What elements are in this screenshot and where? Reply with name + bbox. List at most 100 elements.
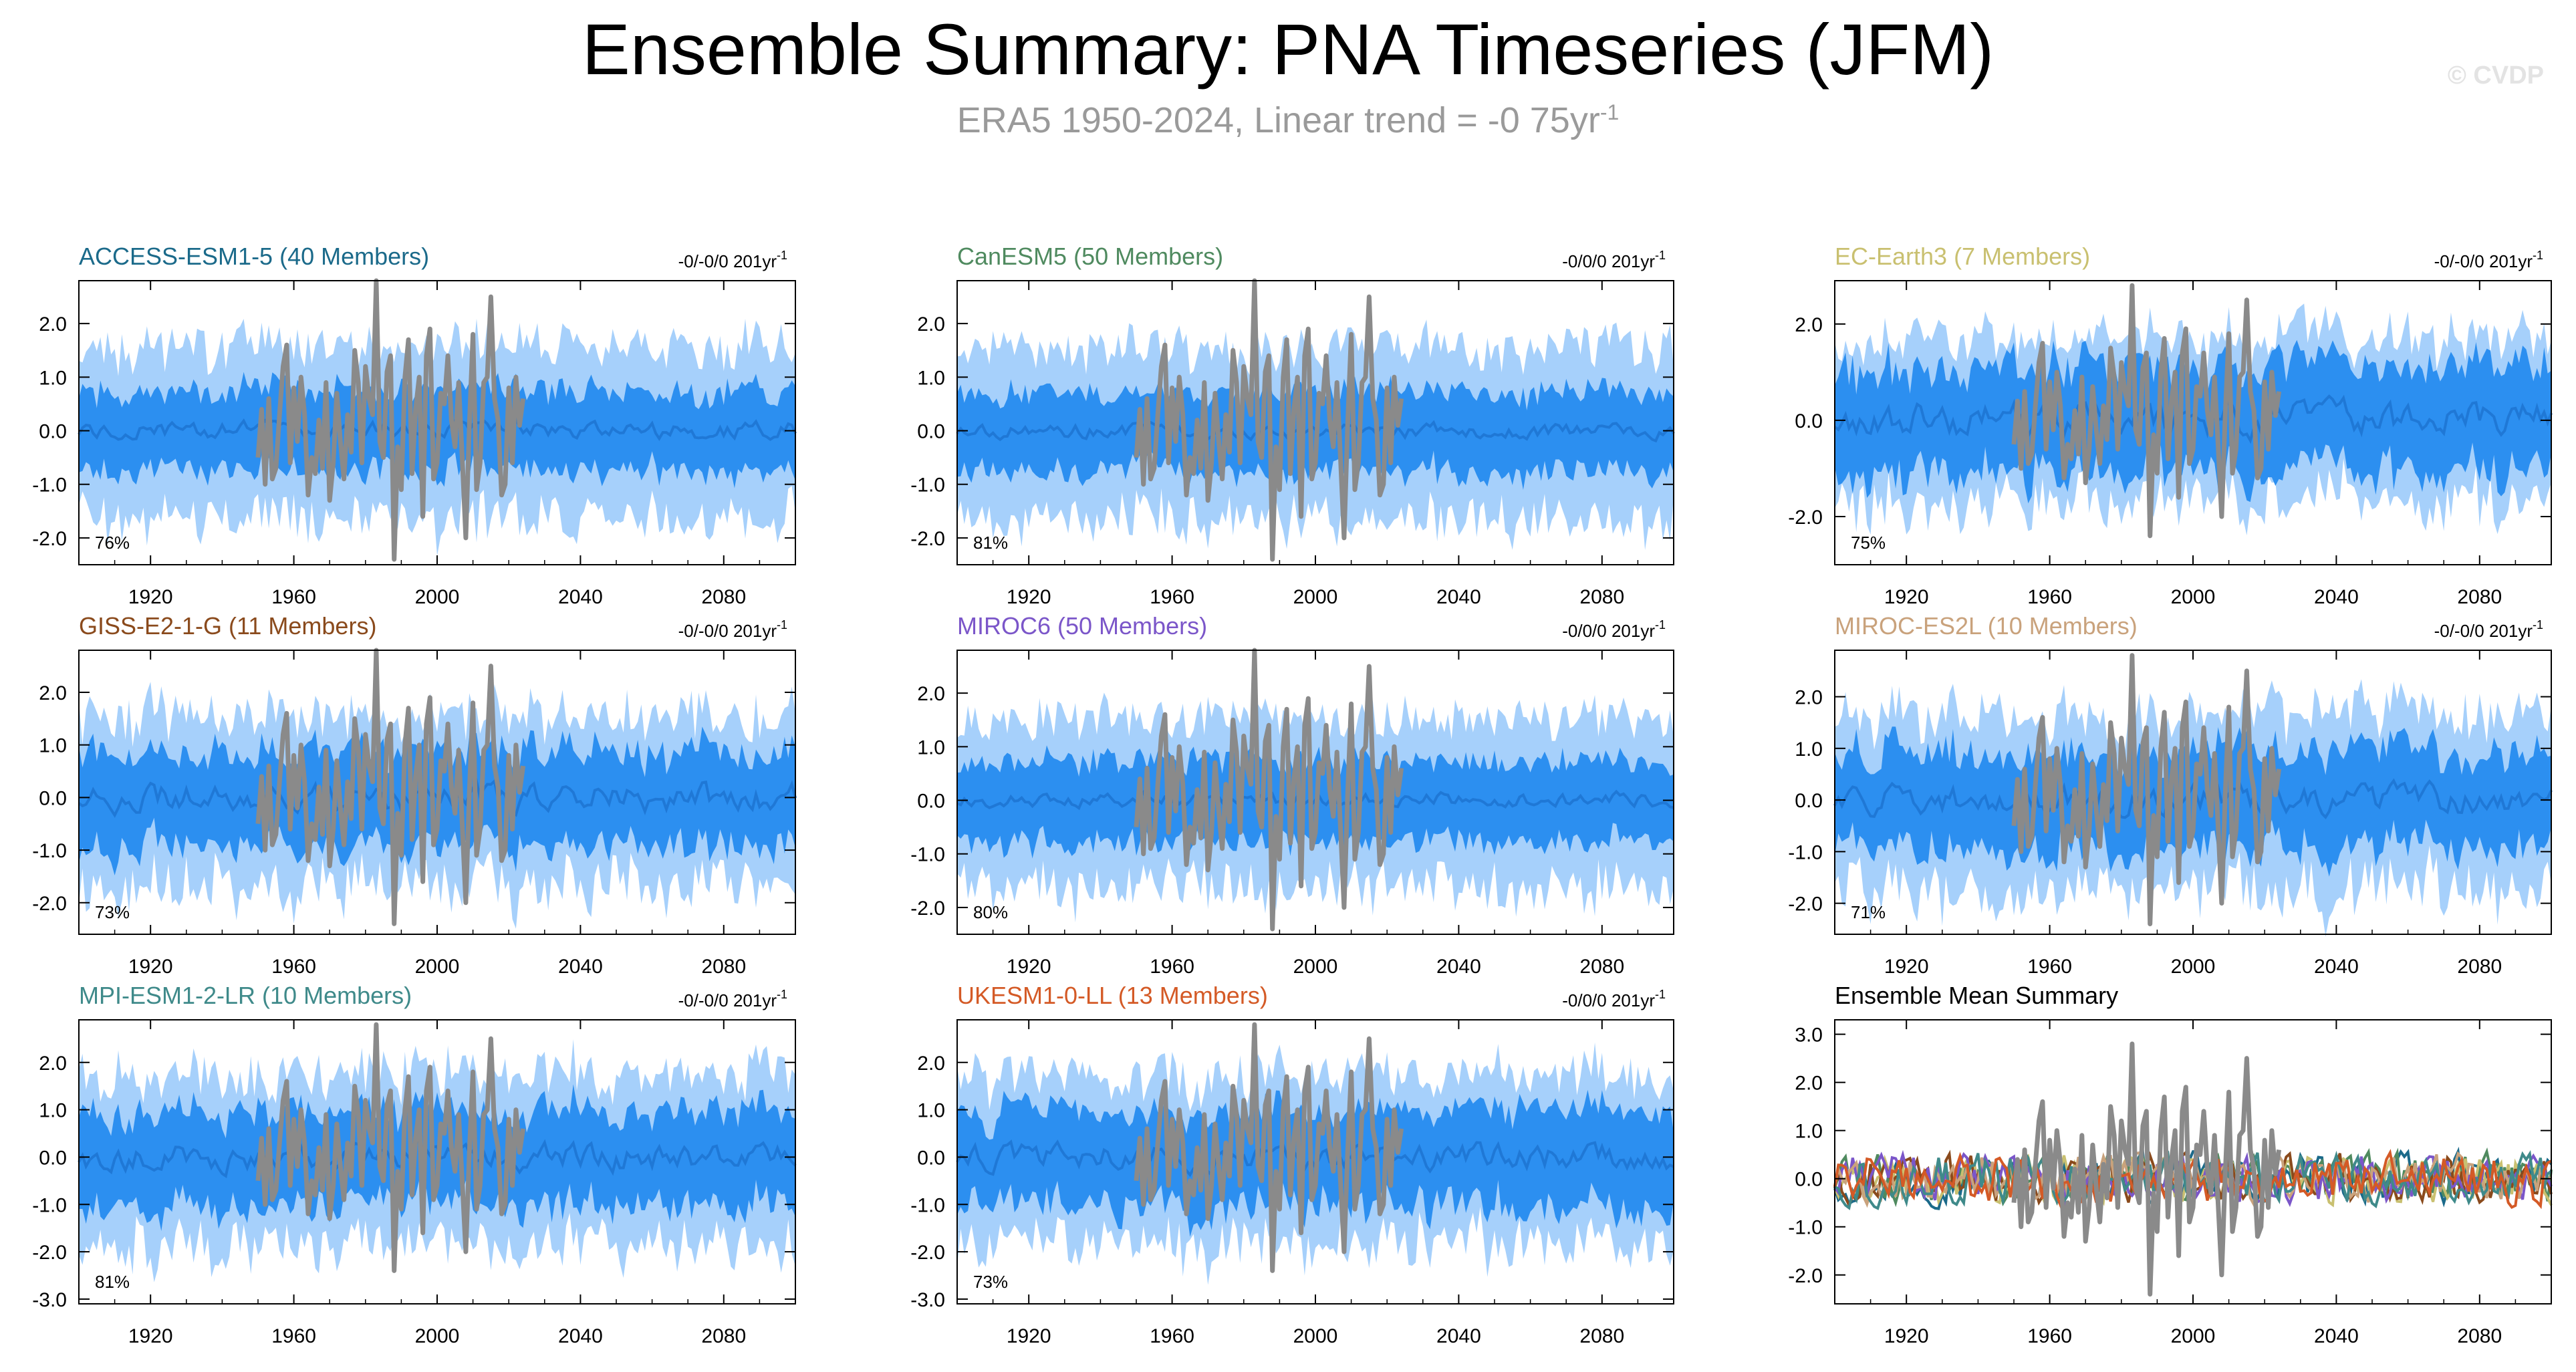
x-tick-label: 2000 [2171, 586, 2216, 608]
y-tick-label: 2.0 [1795, 314, 1823, 336]
y-tick-label: 2.0 [39, 1053, 67, 1075]
percent-label: 81% [973, 533, 1008, 553]
x-tick-label: 2000 [415, 956, 460, 978]
x-tick-label: 1920 [128, 1325, 173, 1347]
percent-label: 76% [95, 533, 130, 553]
era5-observed-line [255, 648, 526, 926]
y-tick-label: 2.0 [39, 313, 67, 335]
y-tick-label: 2.0 [1795, 687, 1823, 709]
subtitle-text: ERA5 1950-2024, Linear trend = -0 75yr [956, 100, 1600, 140]
y-tick-label: 1.0 [39, 1100, 67, 1122]
x-tick-label: 1920 [1007, 956, 1051, 978]
x-tick-label: 1960 [271, 1325, 316, 1347]
y-tick-label: 2.0 [917, 313, 945, 335]
cvdp-watermark: © CVDP [2447, 61, 2544, 90]
y-tick-label: 2.0 [39, 682, 67, 704]
y-tick-label: 1.0 [39, 367, 67, 389]
x-tick-label: 1920 [1007, 1325, 1051, 1347]
x-tick-label: 2080 [2457, 586, 2502, 608]
panel-title: EC-Earth3 (7 Members) [1835, 243, 2090, 270]
era5-observed-line [2011, 653, 2282, 926]
x-tick-label: 1920 [1007, 586, 1051, 608]
x-tick-label: 1960 [271, 586, 316, 608]
y-tick-label: 1.0 [1795, 1121, 1823, 1143]
trend-label: -0/-0/0 201yr-1 [2434, 249, 2543, 271]
model-mean-line-7 [1833, 1149, 2552, 1210]
chart-panel-ecearth3: 1920 1960 2000 2040 2080 2.0 0.0 -2.0 EC-Earth3 … [1788, 243, 2553, 608]
x-tick-label: 2040 [558, 956, 603, 978]
y-tick-label: -2.0 [1788, 894, 1823, 916]
trend-value: -0/-0/0 201yr [678, 990, 777, 1010]
trend-label: -0/0/0 201yr-1 [1562, 988, 1666, 1010]
trend-label: -0/-0/0 201yr-1 [678, 618, 787, 641]
trend-value: -0/-0/0 201yr [678, 251, 777, 271]
ensemble-mean-line [1833, 778, 2553, 820]
x-tick-label: 2080 [701, 586, 746, 608]
trend-superscript: -1 [1655, 618, 1666, 632]
y-tick-label: 1.0 [917, 367, 945, 389]
panel-title: CanESM5 (50 Members) [957, 243, 1223, 270]
y-tick-label: 2.0 [917, 1053, 945, 1075]
y-tick-label: 0.0 [1795, 790, 1823, 812]
era5-observed-line [255, 278, 526, 562]
trend-label: -0/-0/0 201yr-1 [2434, 618, 2543, 641]
x-tick-label: 2080 [701, 1325, 746, 1347]
trend-label: -0/-0/0 201yr-1 [678, 249, 787, 271]
trend-value: -0/-0/0 201yr [678, 621, 777, 641]
y-tick-label: -2.0 [32, 1242, 67, 1264]
y-tick-label: -1.0 [910, 474, 945, 497]
y-tick-label: 1.0 [1795, 738, 1823, 761]
trend-superscript: -1 [2533, 618, 2543, 632]
era5-observed-line [255, 1022, 526, 1273]
trend-label: -0/0/0 201yr-1 [1562, 249, 1666, 271]
x-tick-label: 2040 [558, 1325, 603, 1347]
chart-panel-access: 1920 1960 2000 2040 2080 2.0 1.0 0.0 -1.0 -2.0 ACC… [32, 243, 797, 608]
panel-title: MPI-ESM1-2-LR (10 Members) [79, 982, 412, 1009]
era5-observed-line [2011, 1041, 2282, 1297]
y-tick-label: 0.0 [917, 421, 945, 443]
x-tick-label: 2080 [1579, 586, 1624, 608]
panel-title: Ensemble Mean Summary [1835, 982, 2118, 1009]
y-tick-label: -1.0 [1788, 1217, 1823, 1239]
trend-superscript: -1 [1655, 249, 1666, 262]
percent-label: 73% [95, 902, 130, 922]
x-tick-label: 2040 [1436, 586, 1481, 608]
chart-panel-mpi: 1920 1960 2000 2040 2080 2.0 1.0 0.0 -1.0 -2.0 -3.… [32, 982, 797, 1347]
y-tick-label: -2.0 [32, 893, 67, 915]
era5-observed-line [2011, 283, 2282, 539]
x-tick-label: 1960 [1150, 956, 1194, 978]
panel-title: MIROC-ES2L (10 Members) [1835, 612, 2138, 640]
trend-superscript: -1 [777, 249, 787, 262]
x-tick-label: 1920 [128, 956, 173, 978]
trend-superscript: -1 [2533, 249, 2543, 262]
panel-title: ACCESS-ESM1-5 (40 Members) [79, 243, 429, 270]
y-tick-label: 0.0 [39, 787, 67, 809]
x-tick-label: 2080 [2457, 1325, 2502, 1347]
y-tick-label: 0.0 [1795, 410, 1823, 432]
trend-superscript: -1 [777, 618, 787, 632]
y-tick-label: -2.0 [1788, 507, 1823, 529]
y-tick-label: -2.0 [910, 528, 945, 550]
y-tick-label: 0.0 [917, 791, 945, 813]
y-tick-label: -3.0 [32, 1289, 67, 1311]
percent-label: 81% [95, 1272, 130, 1292]
y-tick-label: 0.0 [917, 1147, 945, 1169]
x-tick-label: 2040 [1436, 956, 1481, 978]
x-tick-label: 2080 [1579, 1325, 1624, 1347]
y-tick-label: 1.0 [917, 1100, 945, 1122]
y-tick-label: 1.0 [917, 736, 945, 759]
y-tick-label: 2.0 [1795, 1073, 1823, 1095]
x-tick-label: 1960 [2027, 1325, 2072, 1347]
percent-label: 73% [973, 1272, 1008, 1292]
trend-label: -0/-0/0 201yr-1 [678, 988, 787, 1010]
chart-panel-canesm5: 1920 1960 2000 2040 2080 2.0 1.0 0.0 -1.0 -2.0 Can… [910, 243, 1675, 608]
chart-panel-ukesm: 1920 1960 2000 2040 2080 2.0 1.0 0.0 -1.0 -2.0 -3.… [910, 982, 1674, 1347]
x-tick-label: 1960 [1150, 1325, 1194, 1347]
panel-title: UKESM1-0-LL (13 Members) [957, 982, 1268, 1009]
trend-value: -0/0/0 201yr [1562, 251, 1655, 271]
x-tick-label: 1960 [271, 956, 316, 978]
x-tick-label: 2040 [2314, 956, 2359, 978]
era5-observed-line [1134, 278, 1404, 562]
y-tick-label: 1.0 [39, 735, 67, 757]
y-tick-label: -1.0 [32, 474, 67, 497]
